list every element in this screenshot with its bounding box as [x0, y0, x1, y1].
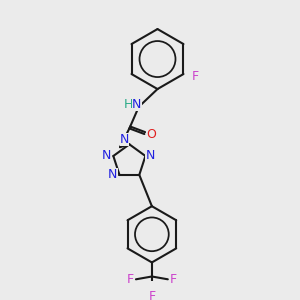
Text: F: F: [192, 70, 199, 83]
Text: N: N: [146, 149, 155, 163]
Text: N: N: [102, 149, 112, 163]
Text: N: N: [108, 168, 118, 182]
Text: O: O: [146, 128, 156, 142]
Text: F: F: [148, 290, 155, 300]
Text: F: F: [127, 273, 134, 286]
Text: H: H: [124, 98, 133, 112]
Text: F: F: [170, 273, 177, 286]
Text: N: N: [120, 133, 129, 146]
Text: N: N: [132, 98, 142, 112]
